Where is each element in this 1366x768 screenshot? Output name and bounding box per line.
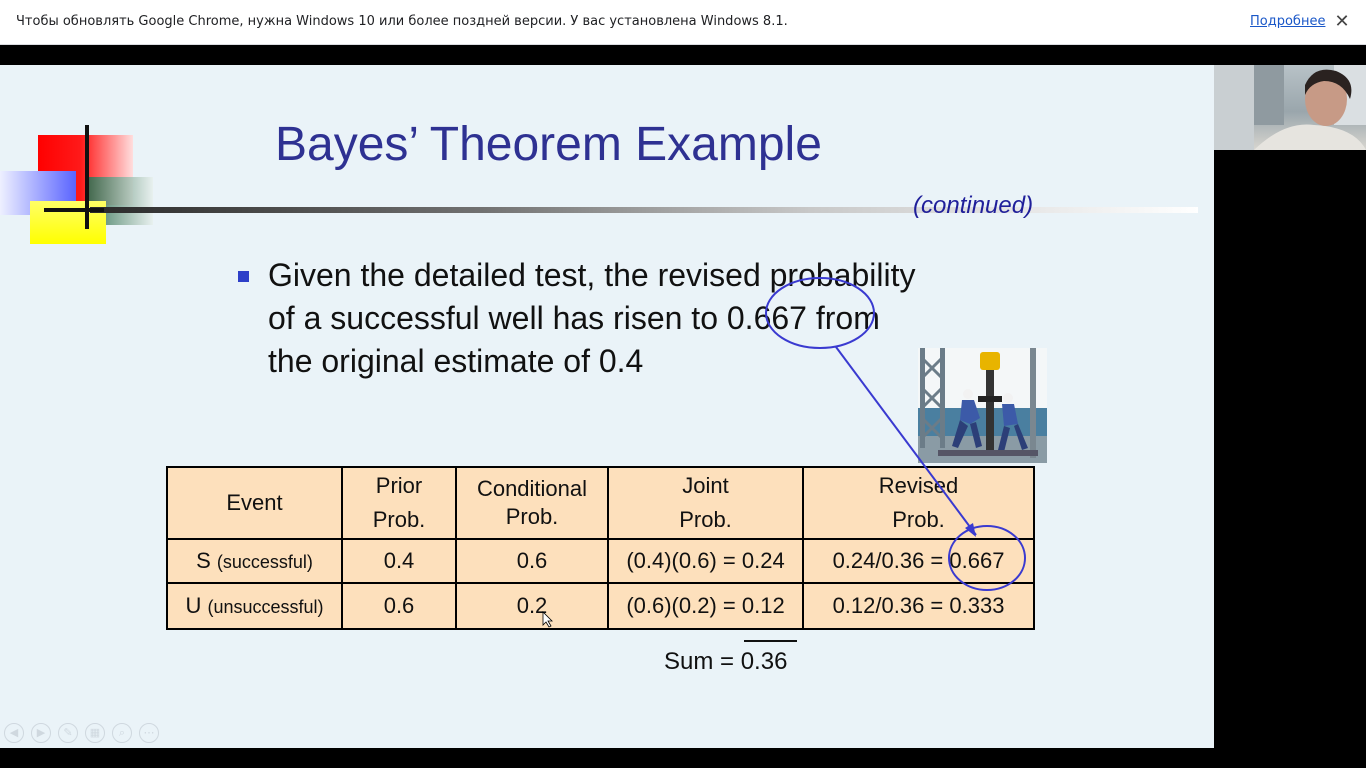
close-icon[interactable]: ✕ <box>1334 11 1350 31</box>
cell-revised: 0.24/0.36 = 0.667 <box>802 538 1035 584</box>
bullet-square-icon <box>238 271 249 282</box>
cell-event: S (successful) <box>166 538 343 584</box>
webcam-side-panel <box>1214 150 1366 748</box>
oil-workers-clipart <box>918 348 1047 463</box>
bullet-line-1: Given the detailed test, the revised pro… <box>268 257 916 293</box>
logo-horizontal-line <box>44 208 104 212</box>
logo-vertical-line <box>85 125 89 229</box>
cell-conditional: 0.2 <box>455 582 609 630</box>
bullet-line-2: of a successful well has risen to 0.667 … <box>268 300 880 336</box>
bullet-text: Given the detailed test, the revised pro… <box>268 254 1028 383</box>
webcam-feed <box>1214 65 1366 150</box>
cell-prior: 0.6 <box>341 582 457 630</box>
header-revised: Revised Prob. <box>802 466 1035 540</box>
cell-revised: 0.12/0.36 = 0.333 <box>802 582 1035 630</box>
infobar-message: Чтобы обновлять Google Chrome, нужна Win… <box>16 14 788 29</box>
title-rule <box>90 207 1198 213</box>
next-icon[interactable]: ▶ <box>31 723 51 743</box>
cell-prior: 0.4 <box>341 538 457 584</box>
sum-text: Sum = 0.36 <box>664 648 788 675</box>
header-prior: Prior Prob. <box>341 466 457 540</box>
bayes-table: Event Prior Prob. Conditional Prob. Joint P… <box>166 466 1035 630</box>
bullet-line-3: the original estimate of 0.4 <box>268 343 644 379</box>
table-row: S (successful) 0.4 0.6 (0.4)(0.6) = 0.24… <box>166 538 1035 584</box>
zoom-icon[interactable]: ⌕ <box>112 723 132 743</box>
slides-icon[interactable]: ▦ <box>85 723 105 743</box>
presentation-slide: Bayes’ Theorem Example (continued) Given… <box>0 65 1214 748</box>
webcam-person <box>1214 65 1366 150</box>
learn-more-link[interactable]: Подробнее <box>1250 14 1326 29</box>
pen-icon[interactable]: ✎ <box>58 723 78 743</box>
slide-subtitle: (continued) <box>913 192 1034 219</box>
header-joint: Joint Prob. <box>607 466 804 540</box>
header-event: Event <box>166 466 343 540</box>
bottom-black-band <box>0 748 1366 768</box>
sum-overline <box>744 640 797 642</box>
cell-event: U (unsuccessful) <box>166 582 343 630</box>
sum-value: 0.36 <box>740 648 788 675</box>
update-infobar: Чтобы обновлять Google Chrome, нужна Win… <box>0 0 1366 45</box>
slide-title: Bayes’ Theorem Example <box>275 118 822 171</box>
table-row: U (unsuccessful) 0.6 0.2 (0.6)(0.2) = 0.… <box>166 582 1035 630</box>
more-icon[interactable]: ⋯ <box>139 723 159 743</box>
cell-joint: (0.6)(0.2) = 0.12 <box>607 582 804 630</box>
prev-icon[interactable]: ◀ <box>4 723 24 743</box>
header-conditional: Conditional Prob. <box>455 466 609 540</box>
cell-conditional: 0.6 <box>455 538 609 584</box>
top-black-band <box>0 45 1366 65</box>
cell-joint: (0.4)(0.6) = 0.24 <box>607 538 804 584</box>
slide-nav-controls: ◀ ▶ ✎ ▦ ⌕ ⋯ <box>4 723 159 745</box>
